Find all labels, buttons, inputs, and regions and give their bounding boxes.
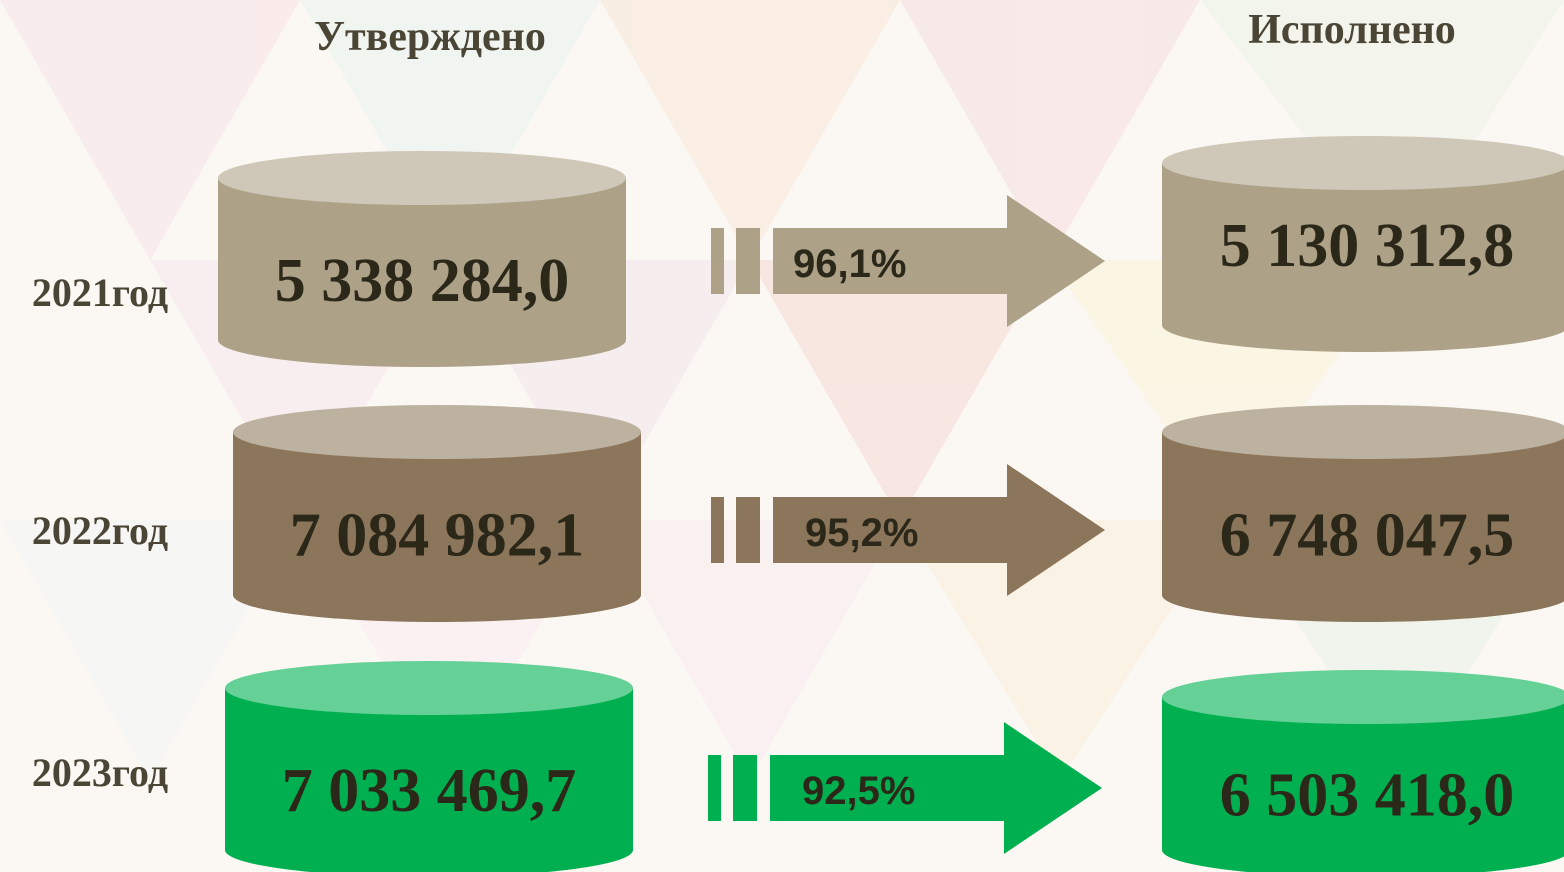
cylinder-top [218,151,626,205]
arrow-stripe [736,497,760,563]
cylinder-top [1162,405,1564,459]
percent-label: 96,1% [793,242,906,286]
arrow [770,722,1102,854]
cylinder-body [225,688,633,872]
cylinder-top [233,405,641,459]
arrow-stripe [711,228,724,294]
arrow [773,464,1105,596]
arrow-stripe [708,755,721,821]
approved-value: 7 033 469,7 [282,757,577,825]
header-executed: Исполнено [1248,7,1456,53]
percent-label: 95,2% [805,511,918,555]
header-approved: Утверждено [314,14,546,60]
percent-label: 92,5% [802,769,915,813]
year-label: 2022год [32,508,168,553]
background-pattern [0,0,1564,780]
year-label: 2023год [32,750,168,795]
approved-value: 7 084 982,1 [290,502,585,570]
cylinder-top [1162,136,1564,190]
executed-value: 6 748 047,5 [1220,502,1515,570]
arrow-stripe [736,228,760,294]
cylinder-body [1162,697,1564,872]
cylinder-top [225,661,633,715]
executed-value: 6 503 418,0 [1220,762,1515,830]
arrow [773,195,1105,327]
cylinder-body [218,178,626,367]
year-label: 2021год [32,270,168,315]
arrow-stripe [733,755,757,821]
cylinder-body [233,432,641,622]
cylinder-top [1162,670,1564,724]
cylinder-body [1162,163,1564,352]
executed-value: 5 130 312,8 [1220,212,1515,280]
arrow-stripe [711,497,724,563]
cylinder-body [1162,432,1564,622]
approved-value: 5 338 284,0 [275,247,570,315]
